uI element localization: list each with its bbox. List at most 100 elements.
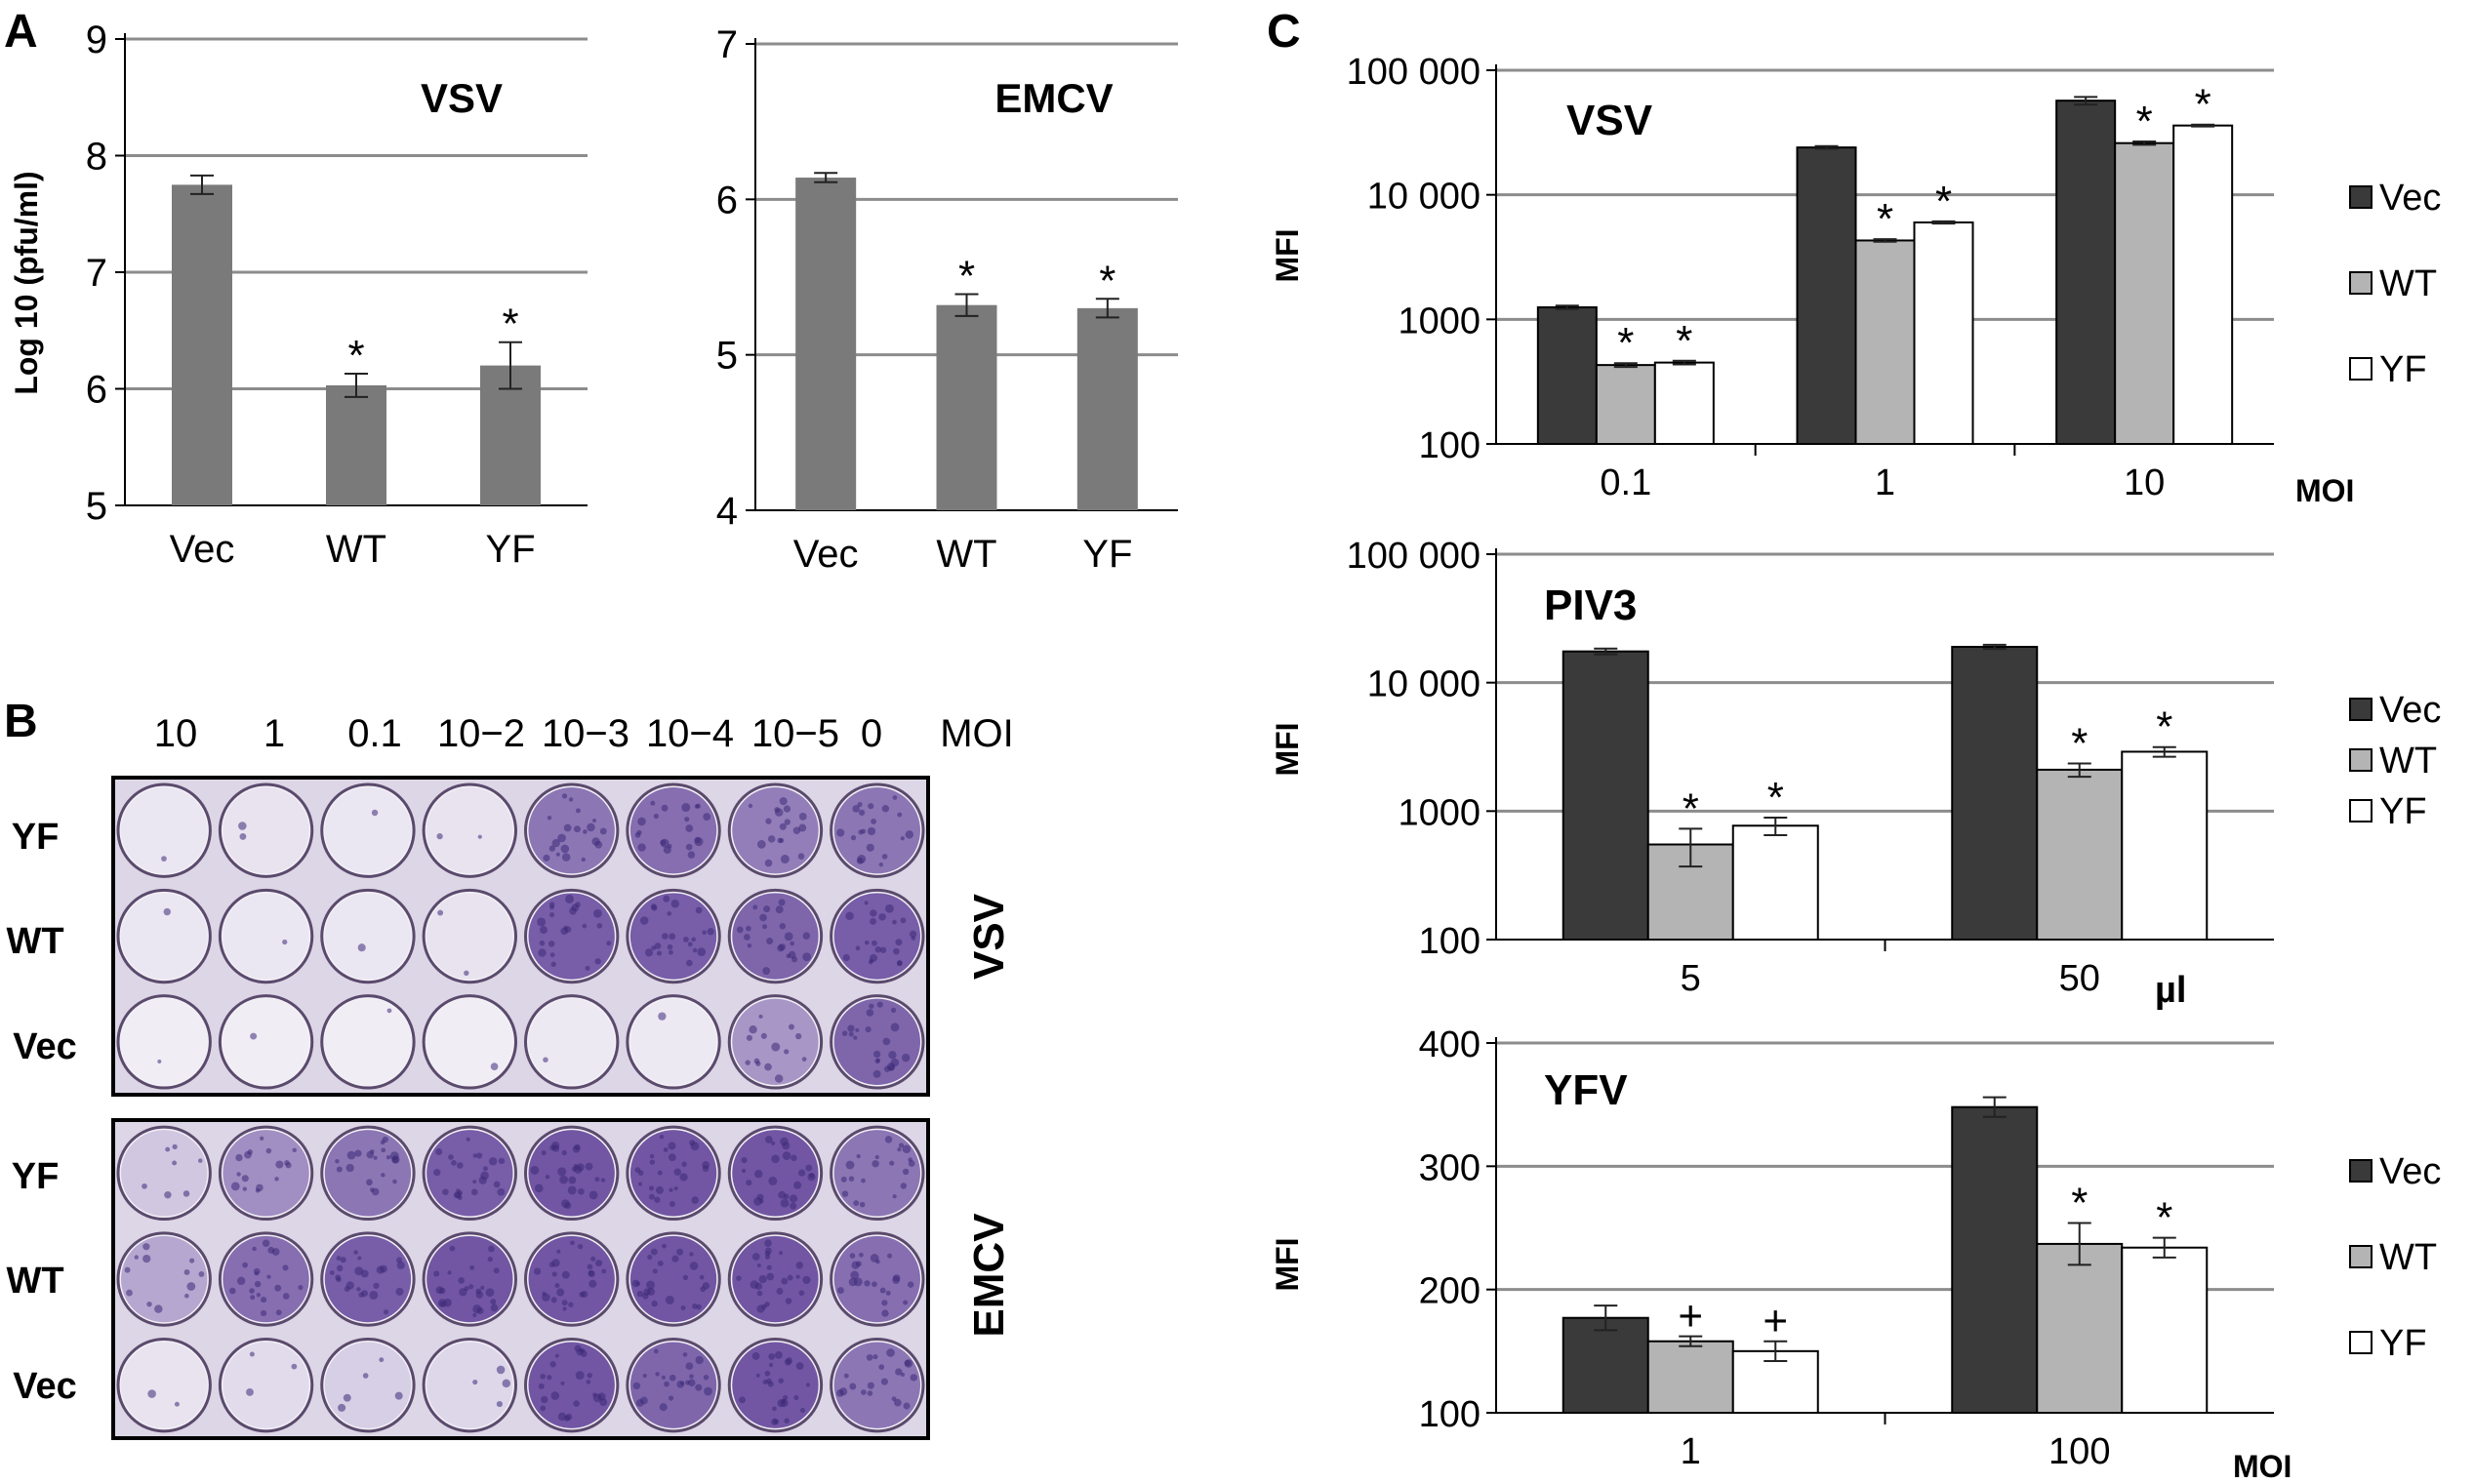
y-tick-label: 100	[1419, 1394, 1480, 1435]
well-stain	[629, 786, 717, 874]
stain-speck	[784, 1418, 790, 1424]
plate-vsv-row-label-0: YF	[12, 817, 60, 858]
stain-speck	[870, 909, 877, 917]
stain-speck	[433, 1270, 440, 1277]
stain-speck	[573, 825, 581, 833]
stain-speck	[581, 1291, 588, 1299]
stain-speck	[476, 1152, 483, 1159]
stain-speck	[599, 827, 607, 835]
stain-speck	[447, 1270, 452, 1275]
stain-speck	[850, 1270, 860, 1280]
stain-speck	[487, 1256, 493, 1263]
stain-speck	[746, 1034, 753, 1041]
stain-speck	[142, 1243, 150, 1251]
stain-speck	[872, 1160, 879, 1168]
y-tick-label: 400	[1419, 1024, 1480, 1065]
bar-yf	[1653, 361, 1715, 445]
moi-header-7: 0	[861, 712, 882, 755]
stain-speck	[448, 1154, 454, 1160]
stain-speck	[576, 1348, 584, 1356]
stain-speck	[550, 961, 556, 968]
stain-speck	[692, 1304, 698, 1309]
bar-wt	[326, 384, 386, 505]
stain-speck	[855, 1027, 860, 1032]
stain-speck	[702, 930, 707, 936]
plate-well	[422, 888, 517, 984]
stain-speck	[498, 1157, 506, 1165]
stain-speck	[869, 953, 878, 962]
stain-speck	[736, 926, 744, 934]
stain-speck	[687, 942, 693, 947]
stain-speck	[662, 1243, 667, 1249]
plate-vsv-row-label-2: Vec	[13, 1026, 77, 1067]
legend-label-yf: YF	[2379, 349, 2427, 390]
moi-header-5: 10−4	[646, 712, 734, 755]
stain-speck	[768, 1362, 774, 1368]
bar-vec	[172, 184, 232, 505]
stain-speck	[898, 1143, 905, 1148]
stain-speck	[788, 1023, 794, 1030]
stain-speck	[798, 813, 807, 821]
stain-speck	[779, 822, 787, 830]
stain-speck	[381, 1173, 385, 1178]
stain-speck	[336, 1276, 342, 1283]
stain-speck	[538, 1383, 545, 1389]
stain-speck	[793, 1395, 799, 1401]
stain-speck	[285, 1162, 292, 1169]
stain-speck	[866, 1009, 874, 1017]
stain-speck	[255, 1187, 261, 1193]
stain-speck	[457, 1195, 463, 1201]
stain-speck	[704, 1386, 712, 1396]
stain-speck	[748, 803, 753, 809]
well-stain	[426, 999, 512, 1085]
stain-speck	[795, 1033, 802, 1040]
stain-speck	[768, 1352, 776, 1360]
stain-speck	[476, 1306, 484, 1315]
plate-well	[422, 782, 517, 878]
well-stain	[833, 786, 920, 874]
stain-speck	[847, 1024, 855, 1032]
stain-speck	[449, 1245, 456, 1252]
stain-speck	[689, 1252, 694, 1257]
stain-speck	[786, 1357, 793, 1364]
stain-speck	[761, 924, 767, 930]
stain-speck	[161, 856, 167, 862]
stain-speck	[691, 1196, 699, 1204]
stain-speck	[469, 1264, 475, 1270]
stain-speck	[764, 859, 773, 867]
stain-speck	[755, 1373, 760, 1378]
stain-speck	[543, 854, 550, 862]
legend-label-vec: Vec	[2379, 690, 2441, 731]
stain-speck	[345, 1281, 354, 1290]
stain-speck	[547, 815, 552, 821]
stain-speck	[249, 1351, 255, 1357]
stain-speck	[485, 1288, 495, 1298]
stain-speck	[385, 1154, 391, 1160]
stain-speck	[480, 1171, 489, 1181]
bar-yf	[1076, 307, 1138, 510]
stain-speck	[366, 1179, 373, 1186]
well-stain	[732, 998, 819, 1086]
stain-speck	[163, 907, 171, 916]
plate-well	[218, 1337, 314, 1433]
stain-speck	[371, 1187, 380, 1196]
stain-speck	[799, 1408, 805, 1414]
stain-speck	[550, 1297, 557, 1304]
stain-speck	[880, 1378, 888, 1385]
stain-speck	[900, 836, 905, 841]
stain-speck	[667, 911, 672, 916]
chart-c-piv3-ylabel: MFI	[1270, 722, 1305, 776]
stain-speck	[236, 1172, 241, 1177]
stain-speck	[637, 1182, 643, 1186]
stain-speck	[801, 1057, 807, 1062]
stain-speck	[592, 908, 602, 918]
chart-c-yfv-ylabel: MFI	[1270, 1237, 1305, 1291]
well-stain	[426, 1342, 513, 1428]
stain-speck	[651, 1300, 658, 1307]
chart-a-vsv-ylabel: Log 10 (pfu/ml)	[9, 171, 44, 394]
stain-speck	[360, 1269, 369, 1278]
stain-speck	[261, 1297, 267, 1304]
stain-speck	[909, 930, 917, 939]
stain-speck	[600, 1178, 606, 1183]
